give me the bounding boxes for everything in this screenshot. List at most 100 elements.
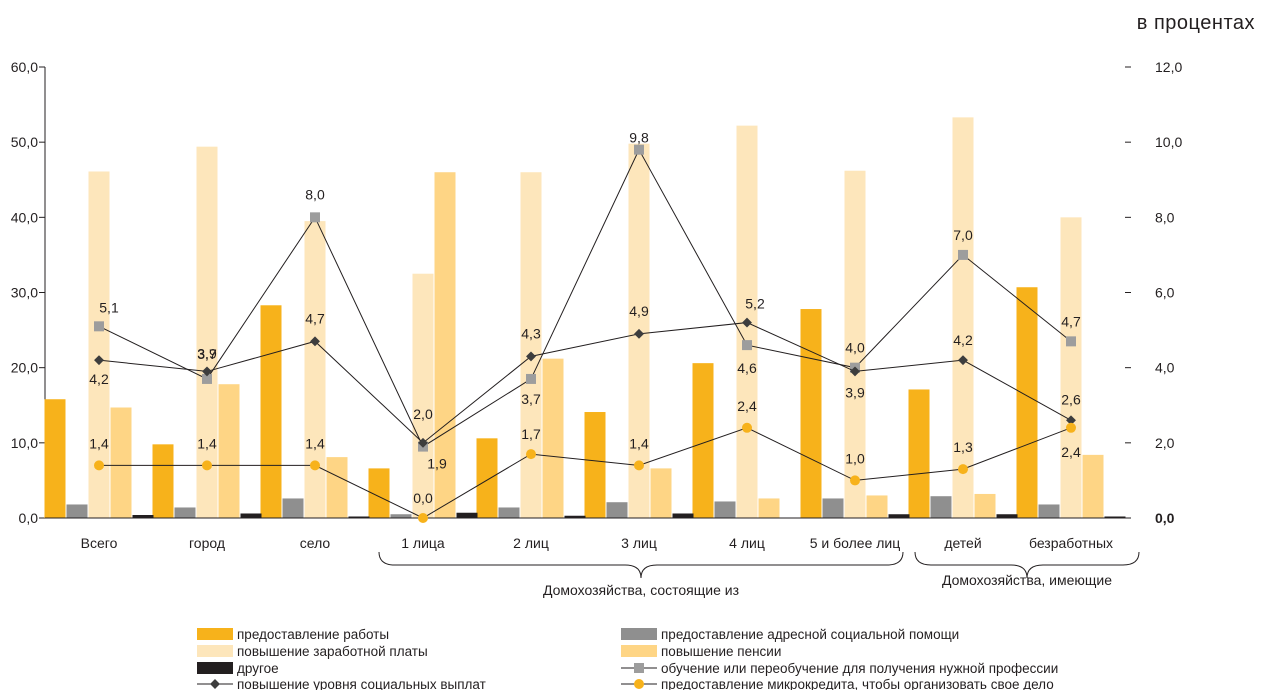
data-label: 4,2 xyxy=(89,371,109,387)
data-label: 3,9 xyxy=(197,345,217,361)
bar xyxy=(1104,516,1126,518)
bar xyxy=(368,468,390,518)
data-label: 7,0 xyxy=(953,227,973,243)
x-tick-label: 1 лица xyxy=(401,535,445,551)
bar xyxy=(434,172,456,518)
point-marker xyxy=(526,351,536,362)
point-marker xyxy=(526,449,536,460)
y-right-tick-label: 12,0 xyxy=(1155,59,1182,75)
data-label: 9,8 xyxy=(629,130,649,146)
x-tick-label: безработных xyxy=(1029,535,1113,551)
point-marker xyxy=(958,355,968,366)
bar xyxy=(498,507,520,518)
bar xyxy=(996,514,1018,518)
bar xyxy=(758,498,780,518)
data-label: 1,0 xyxy=(845,450,865,466)
legend-label: повышение уровня социальных выплат xyxy=(237,677,486,690)
point-marker xyxy=(94,321,104,332)
bar xyxy=(390,514,412,518)
legend-swatch xyxy=(197,662,233,674)
bar xyxy=(930,496,952,518)
bar xyxy=(520,172,542,518)
y-left-tick-label: 60,0 xyxy=(11,59,38,75)
bar xyxy=(888,514,910,518)
bar xyxy=(1016,287,1038,518)
bar xyxy=(132,514,154,518)
bar xyxy=(1060,217,1082,519)
legend-label: обучение или переобучение для получения … xyxy=(661,661,1058,676)
data-label: 3,7 xyxy=(521,391,541,407)
data-label: 2,4 xyxy=(1061,444,1081,460)
data-label: 2,4 xyxy=(737,398,757,414)
bar xyxy=(584,412,606,518)
point-marker xyxy=(634,328,644,339)
y-right-tick-label: 4,0 xyxy=(1155,360,1175,376)
series-line xyxy=(98,322,1072,444)
data-label: 1,7 xyxy=(521,426,541,442)
data-label: 1,4 xyxy=(197,435,217,451)
point-marker xyxy=(742,422,752,433)
point-marker xyxy=(1066,336,1076,347)
point-marker xyxy=(526,373,536,384)
bar xyxy=(650,468,672,518)
bar xyxy=(692,363,714,518)
point-marker xyxy=(202,366,212,377)
bar xyxy=(866,495,888,518)
x-tick-label: город xyxy=(189,535,225,551)
y-left-tick-label: 10,0 xyxy=(11,435,38,451)
point-marker xyxy=(958,249,968,260)
bar xyxy=(974,493,996,518)
bar xyxy=(260,305,282,518)
data-label: 1,4 xyxy=(629,435,649,451)
bar xyxy=(412,273,434,518)
bar xyxy=(174,507,196,518)
data-label: 4,2 xyxy=(953,332,973,348)
bar xyxy=(542,358,564,518)
y-right-tick-label: 8,0 xyxy=(1155,209,1175,225)
point-marker xyxy=(634,460,644,471)
x-tick-label: детей xyxy=(944,535,981,551)
data-label: 5,1 xyxy=(99,299,119,315)
y-right-tick-label: 2,0 xyxy=(1155,435,1175,451)
y-right-tick-label: 0,0 xyxy=(1155,510,1175,526)
data-label: 1,4 xyxy=(305,435,325,451)
x-tick-label: 5 и более лиц xyxy=(810,535,901,551)
y-right-tick-label: 6,0 xyxy=(1155,285,1175,301)
point-marker xyxy=(742,340,752,351)
point-marker xyxy=(958,464,968,475)
data-label: 1,4 xyxy=(89,435,109,451)
bar xyxy=(304,221,326,518)
legend-swatch xyxy=(197,645,233,657)
point-marker xyxy=(1066,422,1076,433)
series-line xyxy=(99,427,1072,519)
point-marker xyxy=(202,460,212,471)
x-tick-label: 2 лиц xyxy=(513,535,549,551)
bar xyxy=(564,515,586,518)
point-marker xyxy=(310,336,320,347)
bar xyxy=(1082,454,1104,518)
data-label: 4,7 xyxy=(305,310,325,326)
bar xyxy=(456,512,478,518)
bar xyxy=(800,309,822,518)
bar xyxy=(240,513,262,518)
bar xyxy=(672,513,694,518)
group-brace-household-having xyxy=(914,551,1140,579)
data-label: 4,6 xyxy=(737,360,757,376)
data-label: 3,7 xyxy=(197,346,217,362)
point-marker xyxy=(634,144,644,155)
bar xyxy=(66,504,88,518)
x-tick-label: 4 лиц xyxy=(729,535,765,551)
x-tick-label: село xyxy=(300,535,331,551)
legend-label: повышение заработной платы xyxy=(237,644,428,659)
data-label: 4,9 xyxy=(629,303,649,319)
data-label: 5,2 xyxy=(745,296,765,312)
group-label-household-size: Домохозяйства, состоящие из xyxy=(543,582,739,598)
unit-label: в процентах xyxy=(1136,12,1255,34)
legend-swatch xyxy=(197,628,233,640)
bar xyxy=(326,457,348,518)
legend-label: предоставление адресной социальной помощ… xyxy=(661,627,959,642)
point-marker xyxy=(418,437,428,448)
legend-swatch xyxy=(621,645,657,657)
data-label: 8,0 xyxy=(305,186,325,202)
legend-label: повышение пенсии xyxy=(661,644,781,659)
